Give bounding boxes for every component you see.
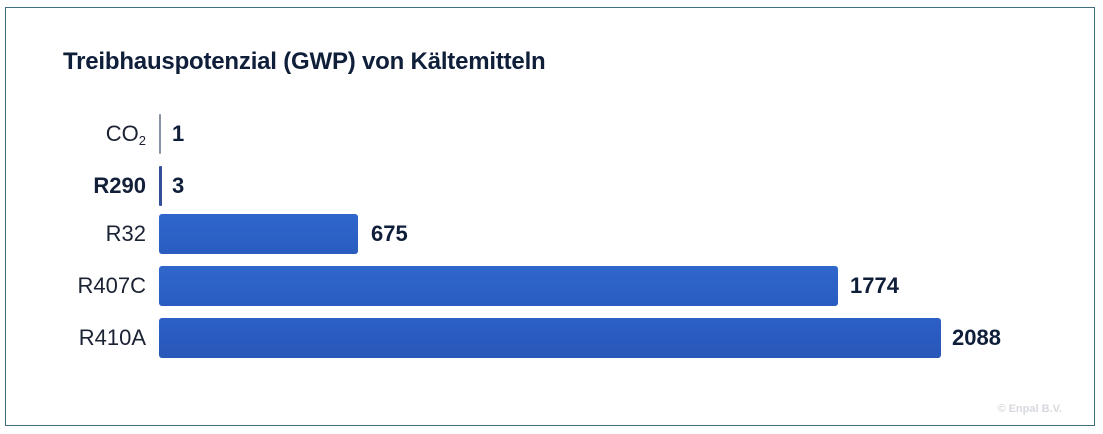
bar-r32	[159, 214, 358, 254]
chart-card: Treibhauspotenzial (GWP) von Kältemittel…	[5, 7, 1095, 426]
bar-r407c	[159, 266, 838, 306]
bar-label-main: CO	[105, 121, 139, 146]
bar-label: R410A	[78, 325, 146, 350]
bar-value: 675	[371, 221, 408, 246]
bar-label: R32	[105, 221, 146, 246]
bar-co2	[159, 114, 161, 154]
bar-row-r290: R290 3	[6, 166, 1096, 206]
bar-row-r32: R32 675	[6, 214, 1096, 254]
bar-r410a	[159, 318, 941, 358]
bar-row-r410a: R410A 2088	[6, 318, 1096, 358]
bar-value: 1	[172, 121, 185, 146]
bar-r290	[159, 166, 162, 206]
bar-row-r407c: R407C 1774	[6, 266, 1096, 306]
bar-row-co2: CO2 1	[6, 114, 1096, 154]
bar-label: CO2	[106, 114, 146, 154]
bar-value: 1774	[850, 273, 899, 298]
bar-label-subscript: 2	[138, 133, 146, 148]
bar-label: R407C	[77, 273, 146, 298]
chart-title: Treibhauspotenzial (GWP) von Kältemittel…	[63, 48, 546, 75]
copyright-credit: © Enpal B.V.	[997, 403, 1062, 415]
bar-label: R290	[93, 173, 146, 198]
bar-value: 2088	[952, 325, 1001, 350]
bar-value: 3	[172, 173, 185, 198]
